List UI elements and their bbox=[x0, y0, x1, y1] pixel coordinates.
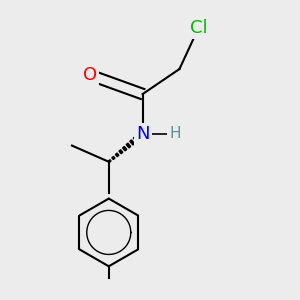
Text: Cl: Cl bbox=[190, 19, 207, 37]
Polygon shape bbox=[112, 156, 115, 160]
Polygon shape bbox=[123, 146, 127, 151]
Text: H: H bbox=[169, 126, 181, 141]
Polygon shape bbox=[126, 143, 131, 148]
Polygon shape bbox=[116, 153, 119, 157]
Text: N: N bbox=[136, 125, 149, 143]
Polygon shape bbox=[134, 136, 139, 142]
Polygon shape bbox=[119, 150, 123, 154]
Polygon shape bbox=[137, 133, 142, 139]
Polygon shape bbox=[130, 140, 135, 145]
Text: O: O bbox=[82, 66, 97, 84]
Polygon shape bbox=[108, 160, 111, 163]
